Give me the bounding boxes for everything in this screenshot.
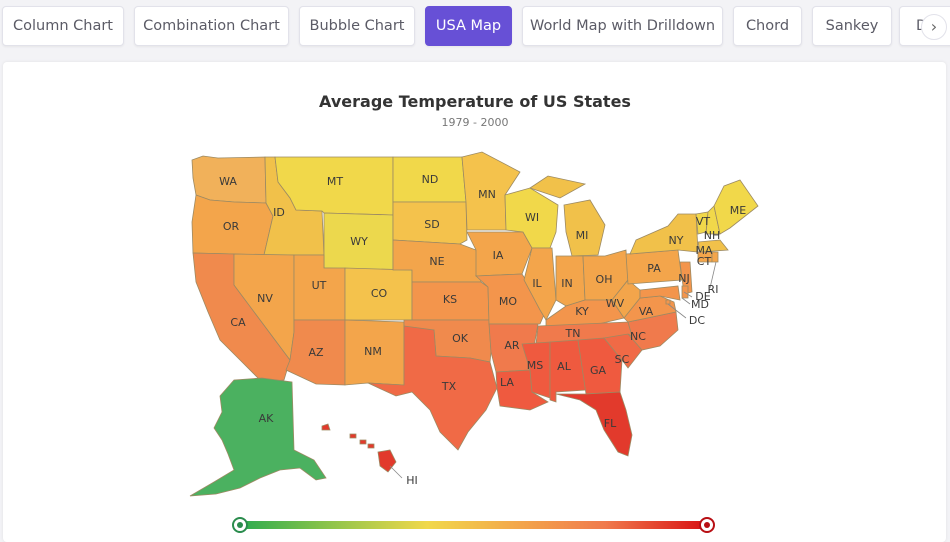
state-label-nv: NV: [257, 292, 273, 305]
state-label-sc: SC: [615, 353, 630, 366]
state-label-wa: WA: [219, 175, 237, 188]
state-label-ok: OK: [452, 332, 469, 345]
state-label-tx: TX: [441, 380, 457, 393]
state-label-nc: NC: [630, 330, 646, 343]
dc-callout-line: [667, 303, 687, 319]
state-label-sd: SD: [424, 218, 439, 231]
slider-handle-icon[interactable]: [699, 517, 715, 533]
state-label-ia: IA: [493, 249, 504, 262]
de-callout-line: [683, 291, 693, 298]
color-axis-legend: [240, 521, 708, 529]
state-nc[interactable]: [627, 311, 679, 351]
tab-sankey[interactable]: Sankey: [812, 6, 892, 46]
state-ms[interactable]: [521, 341, 551, 399]
state-label-ma: MA: [695, 244, 712, 257]
state-label-va: VA: [639, 305, 654, 318]
state-label-fl: FL: [604, 417, 617, 430]
chart-subtitle: 1979 - 2000: [441, 116, 509, 129]
state-label-wv: WV: [606, 297, 625, 310]
state-label-wy: WY: [350, 235, 368, 248]
state-label-me: ME: [730, 204, 746, 217]
state-label-md: MD: [691, 298, 709, 311]
state-label-id: ID: [273, 206, 285, 219]
state-label-ne: NE: [429, 255, 444, 268]
tab-world-map-drilldown[interactable]: World Map with Drilldown: [522, 6, 723, 46]
state-label-ms: MS: [527, 359, 543, 372]
state-ma[interactable]: [697, 239, 729, 253]
state-label-mt: MT: [327, 175, 343, 188]
state-ga[interactable]: [577, 337, 623, 395]
state-label-ca: CA: [230, 316, 246, 329]
state-label-ct: CT: [697, 255, 712, 268]
state-label-az: AZ: [308, 346, 324, 359]
tab-bubble-chart[interactable]: Bubble Chart: [299, 6, 415, 46]
state-label-nm: NM: [364, 345, 382, 358]
state-label-ri: RI: [708, 283, 719, 296]
ri-callout-line: [709, 261, 717, 289]
state-label-co: CO: [371, 287, 388, 300]
state-label-oh: OH: [596, 273, 613, 286]
state-label-ky: KY: [575, 305, 589, 318]
state-ak[interactable]: [189, 377, 327, 497]
tab-combination-chart[interactable]: Combination Chart: [134, 6, 289, 46]
state-label-ar: AR: [504, 339, 520, 352]
slider-handle-icon[interactable]: [232, 517, 248, 533]
state-hi[interactable]: [321, 423, 397, 473]
chevron-right-icon[interactable]: ›: [921, 14, 947, 40]
state-label-ks: KS: [443, 293, 457, 306]
state-label-nj: NJ: [678, 272, 689, 285]
state-label-ak: AK: [259, 412, 275, 425]
state-sd[interactable]: [392, 201, 468, 245]
state-dc[interactable]: [665, 299, 671, 305]
state-label-mi: MI: [576, 229, 589, 242]
md-callout-line: [681, 297, 691, 305]
state-me[interactable]: [713, 179, 759, 235]
state-label-nh: NH: [704, 229, 721, 242]
state-ri[interactable]: [711, 251, 719, 263]
state-label-vt: VT: [696, 215, 711, 228]
tab-chord[interactable]: Chord: [733, 6, 802, 46]
state-label-mo: MO: [499, 295, 517, 308]
state-label-nd: ND: [422, 173, 439, 186]
state-label-il: IL: [532, 277, 542, 290]
state-label-mn: MN: [478, 188, 496, 201]
state-de[interactable]: [681, 285, 689, 299]
state-label-wi: WI: [525, 211, 539, 224]
state-label-de: DE: [695, 290, 710, 303]
state-ny[interactable]: [629, 213, 699, 255]
state-label-ny: NY: [669, 234, 684, 247]
state-label-dc: DC: [689, 314, 705, 327]
state-label-ga: GA: [590, 364, 607, 377]
state-label-in: IN: [561, 277, 572, 290]
state-label-or: OR: [223, 220, 240, 233]
state-md[interactable]: [639, 285, 681, 301]
state-label-al: AL: [557, 360, 572, 373]
state-label-hi: HI: [406, 474, 418, 487]
chart-type-tabs: Column Chart Combination Chart Bubble Ch…: [0, 0, 950, 56]
state-tx[interactable]: [367, 325, 498, 451]
tab-usa-map[interactable]: USA Map: [425, 6, 512, 46]
state-mi[interactable]: [529, 175, 606, 257]
hi-callout-line: [389, 465, 403, 479]
state-fl[interactable]: [555, 391, 633, 457]
state-label-la: LA: [500, 376, 514, 389]
tab-column-chart[interactable]: Column Chart: [2, 6, 124, 46]
state-label-pa: PA: [647, 262, 661, 275]
state-sc[interactable]: [603, 333, 643, 369]
chart-title: Average Temperature of US States: [319, 92, 631, 111]
state-label-ut: UT: [312, 279, 327, 292]
state-label-tn: TN: [565, 327, 581, 340]
